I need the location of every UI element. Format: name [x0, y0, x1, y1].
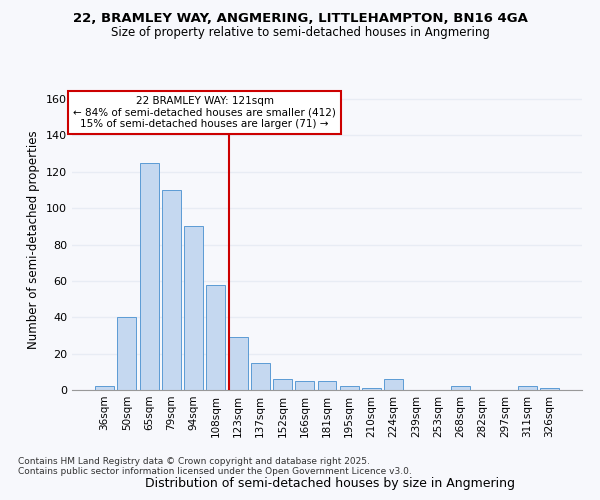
Y-axis label: Number of semi-detached properties: Number of semi-detached properties [28, 130, 40, 350]
Bar [384, 379, 403, 390]
Bar [184, 226, 203, 390]
Bar [540, 388, 559, 390]
Text: 22 BRAMLEY WAY: 121sqm
← 84% of semi-detached houses are smaller (412)
15% of se: 22 BRAMLEY WAY: 121sqm ← 84% of semi-det… [73, 96, 336, 129]
Bar [162, 190, 181, 390]
Text: 22, BRAMLEY WAY, ANGMERING, LITTLEHAMPTON, BN16 4GA: 22, BRAMLEY WAY, ANGMERING, LITTLEHAMPTO… [73, 12, 527, 26]
Text: Size of property relative to semi-detached houses in Angmering: Size of property relative to semi-detach… [110, 26, 490, 39]
Text: Contains HM Land Registry data © Crown copyright and database right 2025.: Contains HM Land Registry data © Crown c… [18, 458, 370, 466]
Bar [118, 318, 136, 390]
Bar [95, 386, 114, 390]
Bar [251, 362, 270, 390]
Bar [317, 381, 337, 390]
Text: Contains public sector information licensed under the Open Government Licence v3: Contains public sector information licen… [18, 468, 412, 476]
Bar [273, 379, 292, 390]
Bar [206, 284, 225, 390]
Bar [295, 381, 314, 390]
Bar [340, 386, 359, 390]
Bar [518, 386, 536, 390]
Bar [451, 386, 470, 390]
Bar [362, 388, 381, 390]
Bar [229, 338, 248, 390]
Text: Distribution of semi-detached houses by size in Angmering: Distribution of semi-detached houses by … [145, 477, 515, 490]
Bar [140, 162, 158, 390]
